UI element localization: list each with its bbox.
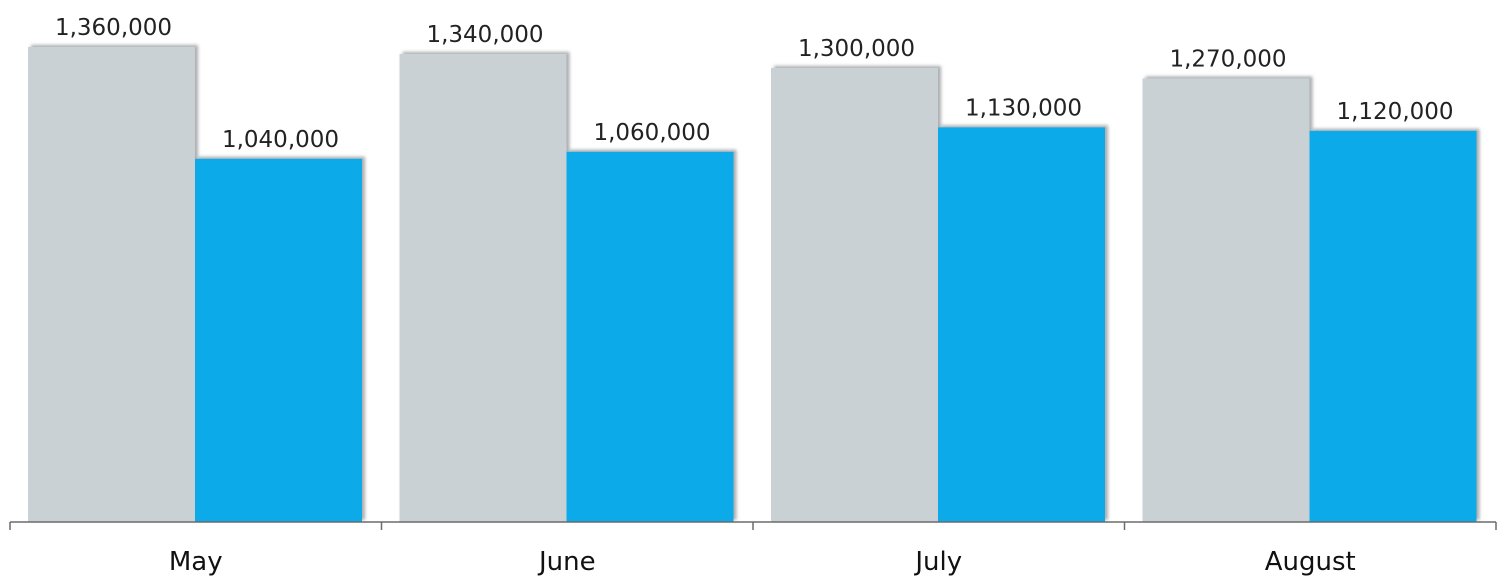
data-label-august-series-2: 1,120,000 [1336, 99, 1453, 125]
bar-may-series-1 [28, 47, 195, 522]
data-labels-group: 1,360,000 1,040,000 1,340,000 1,060,000 1,30… [55, 15, 1454, 153]
bar-may-series-2 [195, 158, 362, 522]
data-label-july-series-2: 1,130,000 [965, 95, 1082, 121]
bar-july-series-1 [771, 67, 938, 523]
bar-june-series-1 [399, 53, 567, 523]
data-label-june-series-2: 1,060,000 [593, 120, 710, 146]
data-label-may-series-2: 1,040,000 [222, 127, 339, 153]
bar-july-series-2 [938, 127, 1105, 523]
bar-june-series-2 [566, 151, 734, 522]
bars-group [28, 47, 1477, 523]
category-label-july: July [913, 547, 962, 577]
data-label-august-series-1: 1,270,000 [1169, 46, 1286, 72]
category-label-august: August [1265, 547, 1356, 577]
category-label-june: June [537, 547, 596, 577]
data-label-july-series-1: 1,300,000 [798, 36, 915, 62]
category-label-may: May [169, 547, 223, 577]
data-label-may-series-1: 1,360,000 [55, 15, 172, 41]
bar-august-series-1 [1142, 78, 1310, 522]
category-labels-group: May June July August [169, 547, 1356, 577]
data-label-june-series-1: 1,340,000 [426, 22, 543, 48]
x-axis [9, 521, 1497, 530]
bar-august-series-2 [1309, 130, 1477, 522]
